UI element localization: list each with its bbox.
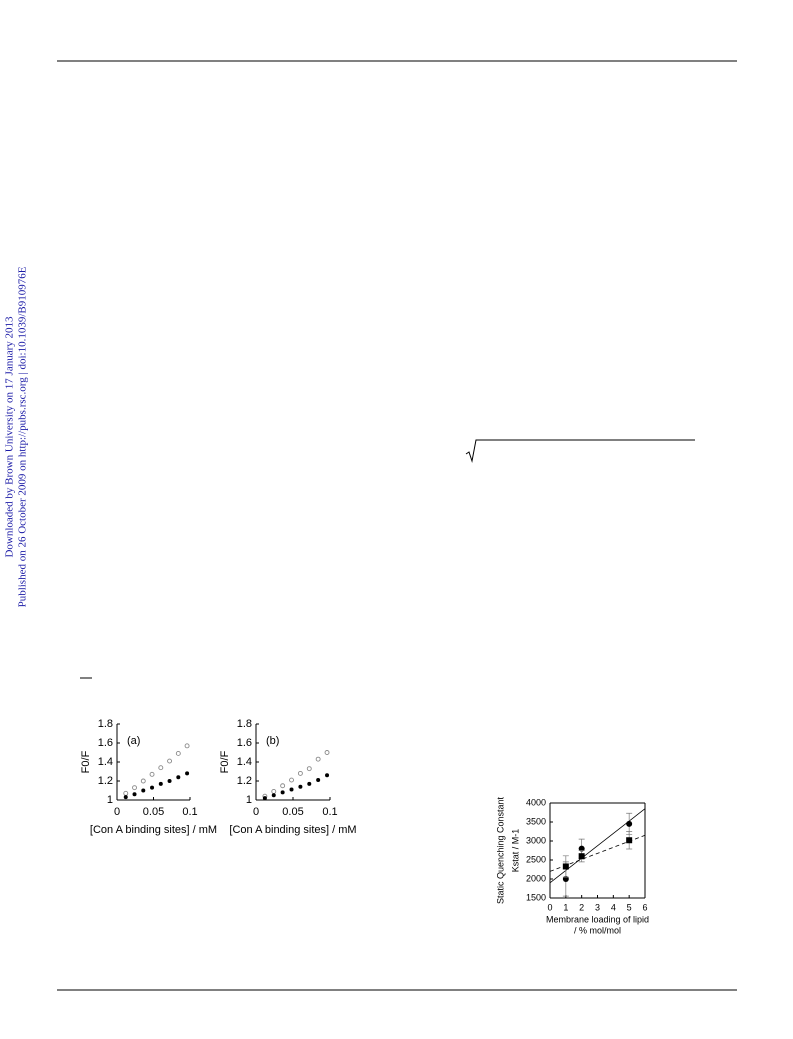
point [150,785,155,790]
point [167,779,172,783]
point [316,778,321,783]
y-tick-label: 1.4 [98,756,113,768]
y-tick-label: 1.2 [98,775,113,787]
sidebar-downloaded: Downloaded by Brown University on 17 Jan… [4,316,16,558]
y-tick-label: 2500 [526,854,546,864]
x-tick-label: 1 [563,902,568,912]
point [175,751,181,756]
point [307,781,312,786]
point [306,766,312,772]
x-tick-label: 2 [579,902,584,912]
point [123,790,129,796]
point [289,787,294,792]
point [271,793,276,798]
x-axis-label: / % mol/mol [574,925,621,935]
point [297,770,303,776]
point [578,845,585,852]
point [141,788,146,793]
x-tick-label: 0 [547,902,552,912]
point [325,773,330,778]
point [132,792,137,797]
point [158,781,163,786]
panel-label: (b) [266,735,279,747]
x-tick-label: 6 [642,902,647,912]
point [123,795,128,800]
point [185,771,190,776]
point [562,876,569,882]
y-tick-label: 4000 [526,797,546,807]
y-tick-label: 1.8 [98,718,113,730]
point [149,771,155,777]
point [562,863,569,870]
x-tick-label: 5 [627,902,632,912]
sidebar-published: Published on 26 October 2009 on http://p… [17,266,29,607]
panel-label: (a) [127,735,140,747]
y-tick-label: 1.6 [98,737,113,749]
y-axis-label: F0/F [219,750,231,773]
x-tick-label: 0.1 [182,806,197,818]
point [324,750,330,755]
radical-sign [465,439,695,463]
point [298,784,303,789]
y-tick-label: 3500 [526,816,546,826]
y-tick-label: 1500 [526,892,546,902]
point [626,837,633,844]
y-tick-label: 2000 [526,873,546,883]
point [315,756,321,762]
point [176,775,181,780]
point [578,853,585,860]
point [271,789,277,794]
x-tick-label: 0.05 [143,806,164,818]
y-tick-label: 1 [246,794,252,806]
fit-line [549,808,646,884]
y-axis-label: Kstat / M-1 [510,829,520,873]
x-tick-label: 0 [253,806,259,818]
x-axis-label: Membrane loading of lipid [546,914,649,924]
point [289,777,294,783]
point [280,790,285,795]
point [132,785,137,791]
y-tick-label: 1.6 [237,737,252,749]
point [184,743,190,749]
point [167,758,173,764]
y-tick-label: 1 [107,794,113,806]
point [280,783,286,789]
x-tick-label: 0.1 [322,806,337,818]
x-tick-label: 3 [595,902,600,912]
y-tick-label: 3000 [526,835,546,845]
y-axis-label: F0/F [80,750,92,773]
point [140,778,146,784]
y-tick-label: 1.4 [237,756,252,768]
x-tick-label: 4 [611,902,616,912]
y-tick-label: 1.8 [237,718,252,730]
x-tick-label: 0 [114,806,120,818]
point [626,820,633,827]
point [158,765,164,771]
x-axis-label: [Con A binding sites] / mM [90,824,217,836]
y-tick-label: 1.2 [237,775,252,787]
x-tick-label: 0.05 [282,806,303,818]
point [262,796,267,801]
x-axis-label: [Con A binding sites] / mM [229,824,356,836]
y-axis-label: Static Quenching Constant [495,796,505,904]
